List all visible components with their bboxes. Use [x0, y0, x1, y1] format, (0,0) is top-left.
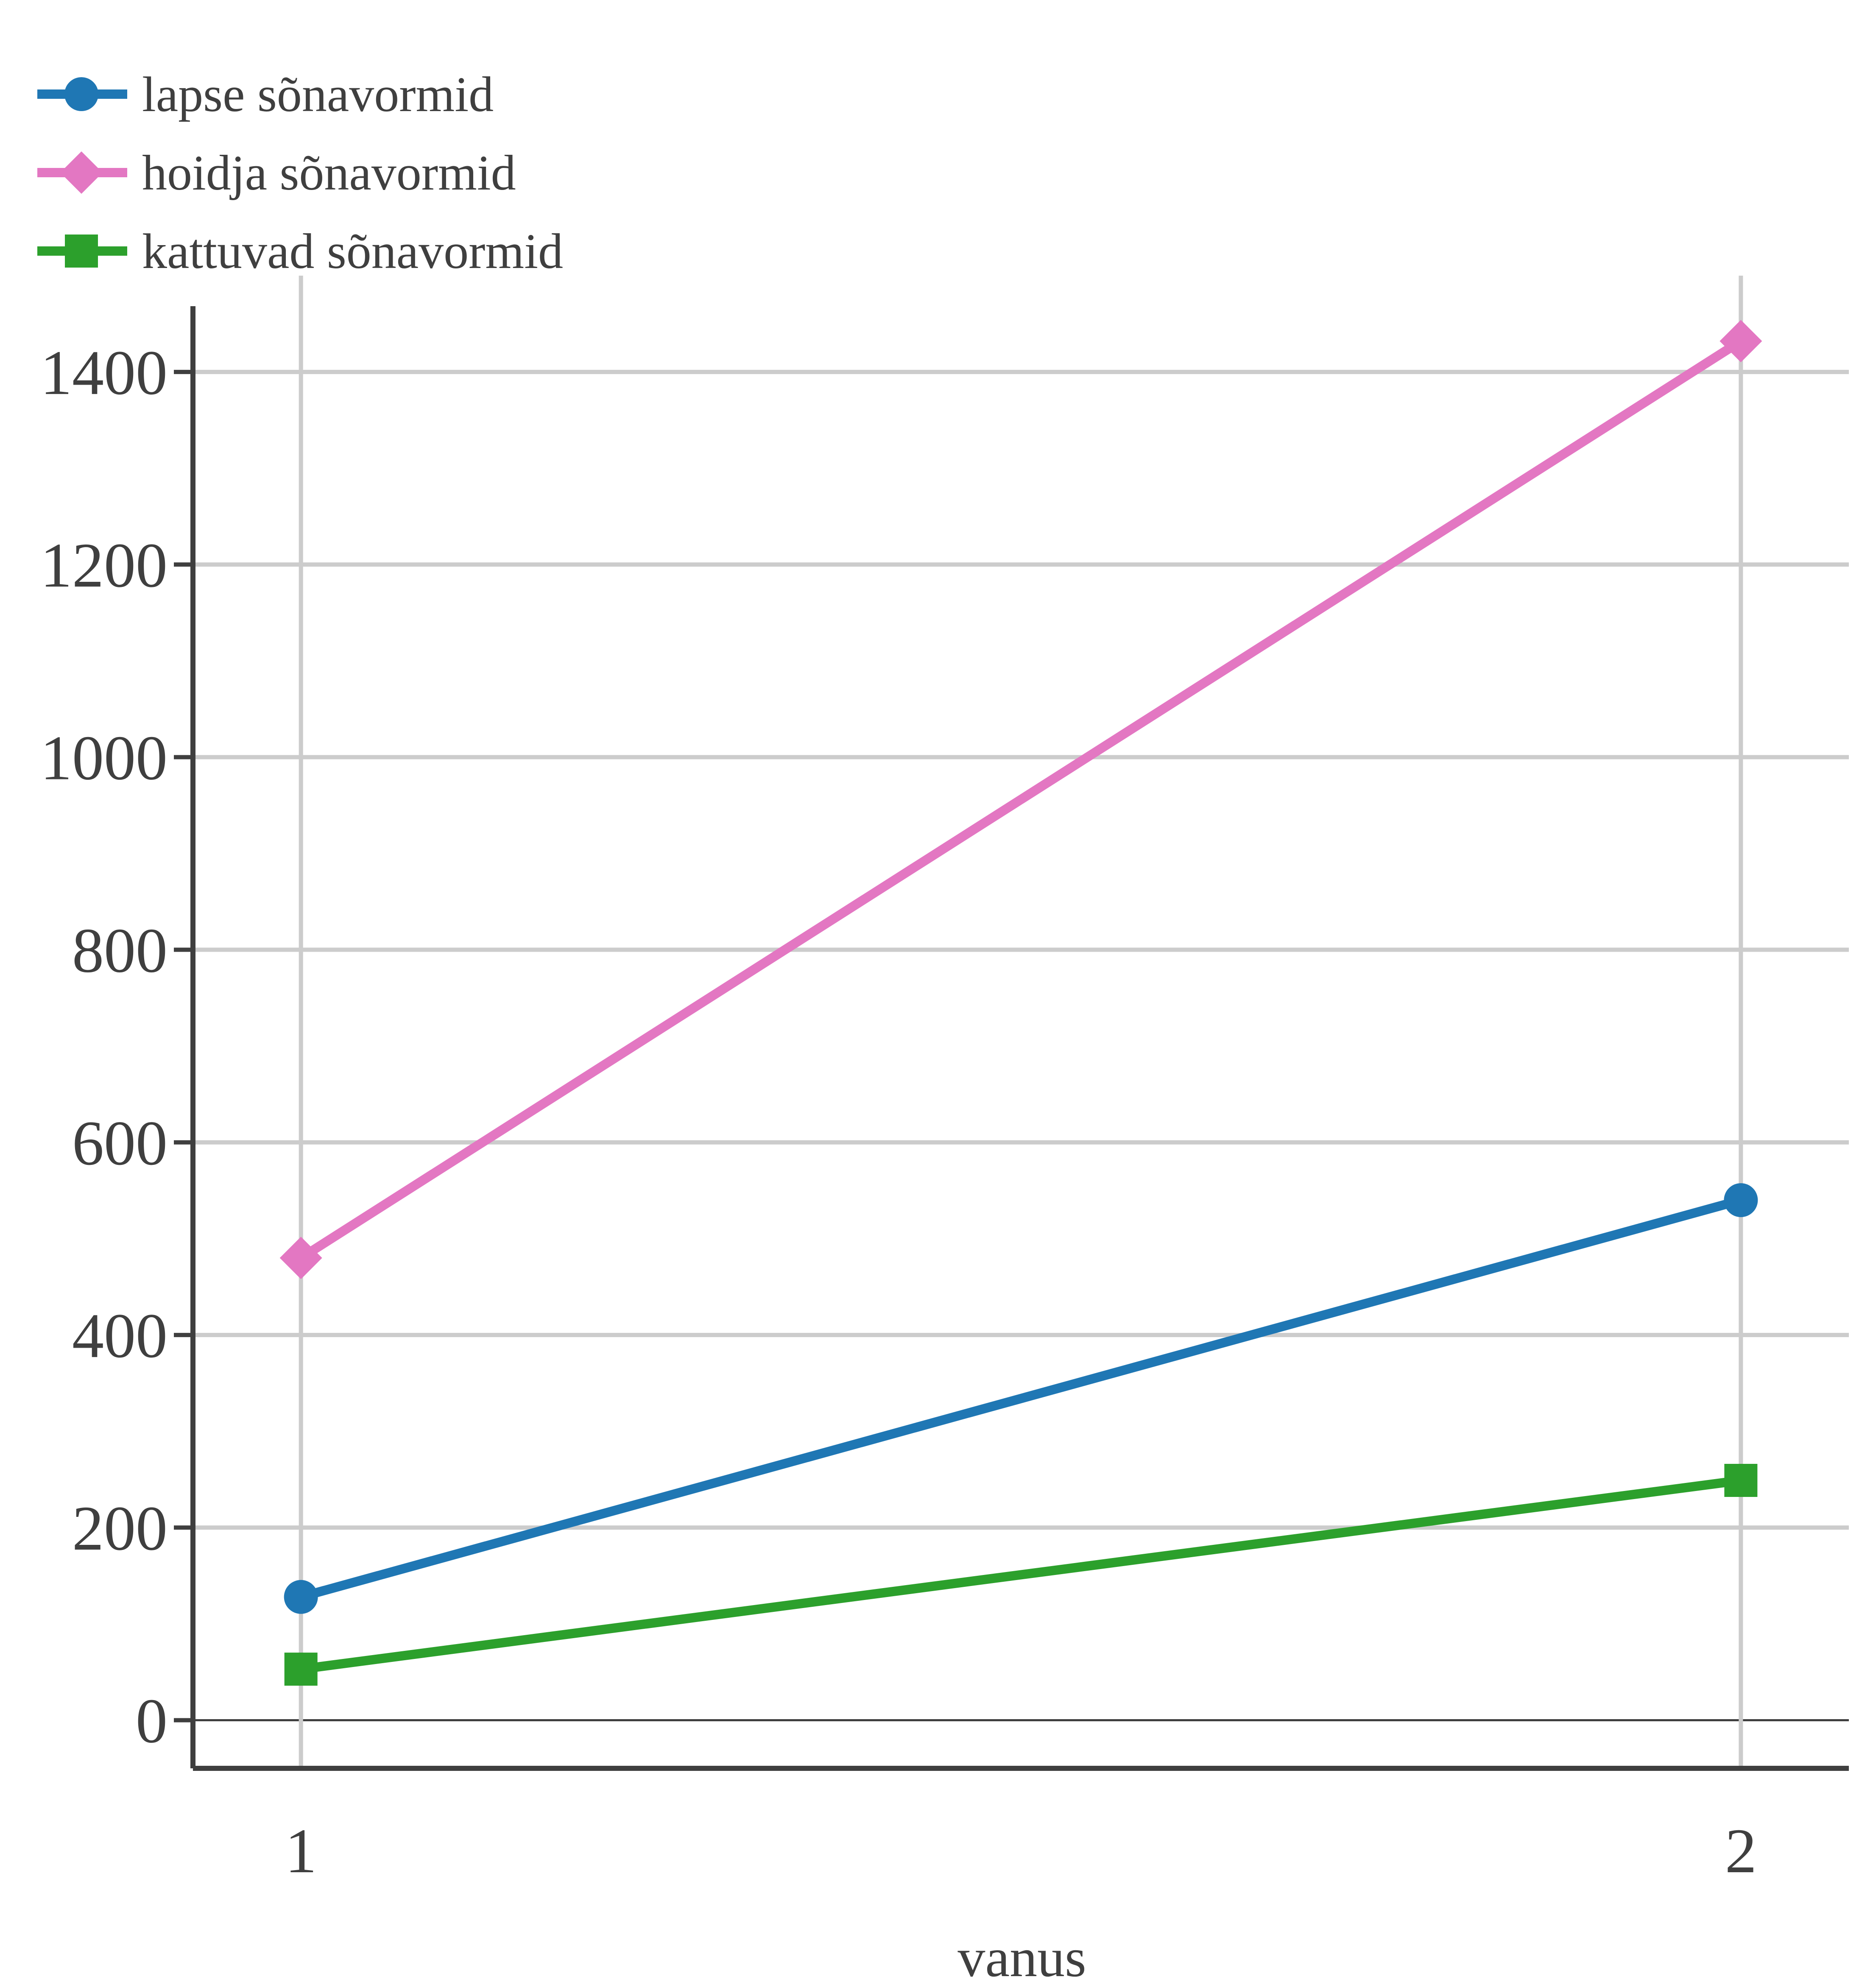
legend-marker [64, 77, 98, 111]
legend-label: lapse sõnavormid [142, 67, 494, 122]
data-point [1724, 1463, 1758, 1497]
x-tick-label: 1 [285, 1816, 317, 1886]
legend-marker [60, 151, 103, 194]
legend-item: lapse sõnavormid [37, 67, 494, 122]
series [279, 320, 1762, 1686]
legend-item: hoidja sõnavormid [37, 145, 516, 201]
y-tick-label: 400 [72, 1301, 168, 1371]
y-tick-label: 1400 [40, 338, 168, 408]
y-tick-label: 1000 [40, 723, 168, 793]
data-point [284, 1653, 318, 1686]
x-tick-label: 2 [1725, 1816, 1757, 1886]
legend: lapse sõnavormid hoidja sõnavormid kattuva… [37, 67, 563, 279]
y-tick-label: 800 [72, 916, 168, 986]
legend-item: kattuvad sõnavormid [37, 223, 563, 279]
data-point [1720, 320, 1762, 363]
series-lapse-sonavormid [284, 1183, 1758, 1614]
y-tick-label: 1200 [40, 530, 168, 600]
data-point [279, 1237, 322, 1279]
series-kattuvad-sonavormid [284, 1463, 1758, 1686]
data-point [284, 1580, 318, 1614]
axes [174, 306, 1849, 1771]
legend-label: kattuvad sõnavormid [142, 223, 563, 279]
x-axis-label: vanus [958, 1927, 1086, 1988]
y-tick-label: 600 [72, 1108, 168, 1178]
series-line [298, 337, 1744, 1262]
tick-labels: 0 200 400 600 800 1000 1200 1400 1 2 [40, 338, 1757, 1886]
legend-marker [65, 235, 98, 268]
series-hoidja-sonavormid [279, 320, 1762, 1279]
data-point [1724, 1183, 1758, 1217]
y-tick-label: 200 [72, 1493, 168, 1564]
series-line [300, 1476, 1742, 1674]
legend-label: hoidja sõnavormid [142, 145, 516, 201]
grid [193, 276, 1849, 1768]
series-line [299, 1195, 1742, 1602]
y-tick-label: 0 [136, 1686, 168, 1756]
